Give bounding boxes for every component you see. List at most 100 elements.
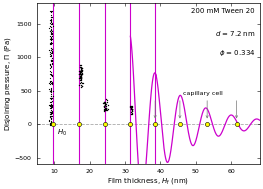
Point <box>48 63 52 66</box>
Point <box>50 81 54 84</box>
Point <box>80 72 84 75</box>
Point <box>49 112 53 115</box>
Point <box>47 49 52 52</box>
Point <box>79 70 83 73</box>
Point <box>49 112 54 115</box>
Point <box>50 99 54 102</box>
Point <box>80 71 84 74</box>
Point <box>49 22 53 25</box>
Point <box>48 90 52 93</box>
Point <box>79 77 83 80</box>
Point <box>79 76 83 79</box>
Point <box>104 109 109 112</box>
Point <box>50 16 54 19</box>
Point <box>48 112 52 115</box>
Point <box>129 112 133 115</box>
Point <box>79 71 83 74</box>
Point <box>50 82 54 85</box>
Point <box>79 75 84 78</box>
Point <box>49 114 53 117</box>
Point <box>48 42 53 45</box>
Point <box>102 100 107 103</box>
Point <box>105 109 109 112</box>
Point <box>48 38 53 41</box>
Point <box>102 105 106 108</box>
Point <box>47 104 52 107</box>
Point <box>50 9 54 12</box>
Point <box>48 100 53 103</box>
Point <box>79 63 83 66</box>
Point <box>50 104 54 107</box>
Point <box>49 32 53 35</box>
Point <box>78 76 82 79</box>
Point <box>49 37 53 40</box>
Point <box>48 115 52 118</box>
Point <box>130 108 134 111</box>
Point <box>78 79 83 82</box>
Point <box>49 104 53 107</box>
Point <box>49 118 53 121</box>
Point <box>49 105 53 108</box>
Point <box>49 116 53 119</box>
Point <box>50 62 54 65</box>
Point <box>49 122 53 125</box>
Point <box>49 81 53 84</box>
Point <box>130 108 134 111</box>
Point <box>48 123 52 126</box>
Point <box>79 76 83 79</box>
Point <box>102 105 106 108</box>
Point <box>79 73 83 76</box>
Point <box>49 122 54 125</box>
Point <box>80 67 84 70</box>
Point <box>49 116 54 119</box>
Point <box>49 70 53 74</box>
Point <box>79 78 83 81</box>
Point <box>78 72 82 75</box>
Point <box>48 52 52 55</box>
Point <box>130 107 134 110</box>
Point <box>78 73 82 76</box>
Point <box>49 106 54 109</box>
Point <box>102 104 106 107</box>
Point <box>49 95 53 98</box>
Point <box>48 121 52 124</box>
Point <box>50 89 55 92</box>
Point <box>103 98 108 101</box>
Point <box>79 74 83 77</box>
Point <box>104 108 108 111</box>
Point <box>102 107 107 110</box>
Point <box>103 104 107 107</box>
Point <box>77 75 82 78</box>
Point <box>48 89 52 92</box>
Point <box>102 100 107 103</box>
Point <box>49 80 53 83</box>
Point <box>78 69 83 72</box>
Point <box>48 51 52 54</box>
Point <box>104 105 109 108</box>
Point <box>48 77 52 80</box>
Point <box>50 33 54 36</box>
Point <box>78 77 82 80</box>
Point <box>49 9 53 12</box>
Point <box>48 63 53 66</box>
Point <box>79 68 83 71</box>
Point <box>49 37 53 40</box>
Point <box>50 115 54 118</box>
Point <box>78 76 83 79</box>
Point <box>49 110 53 113</box>
Point <box>47 120 51 123</box>
Point <box>79 74 83 77</box>
Point <box>81 81 85 84</box>
Point <box>49 124 53 127</box>
Point <box>79 85 83 88</box>
Point <box>78 72 82 75</box>
Point <box>103 107 108 110</box>
Point <box>49 64 53 67</box>
Point <box>51 24 55 27</box>
Point <box>128 105 133 108</box>
Point <box>48 42 52 45</box>
Point <box>49 65 53 68</box>
Point <box>77 84 82 87</box>
Point <box>48 104 53 107</box>
Point <box>49 20 53 23</box>
